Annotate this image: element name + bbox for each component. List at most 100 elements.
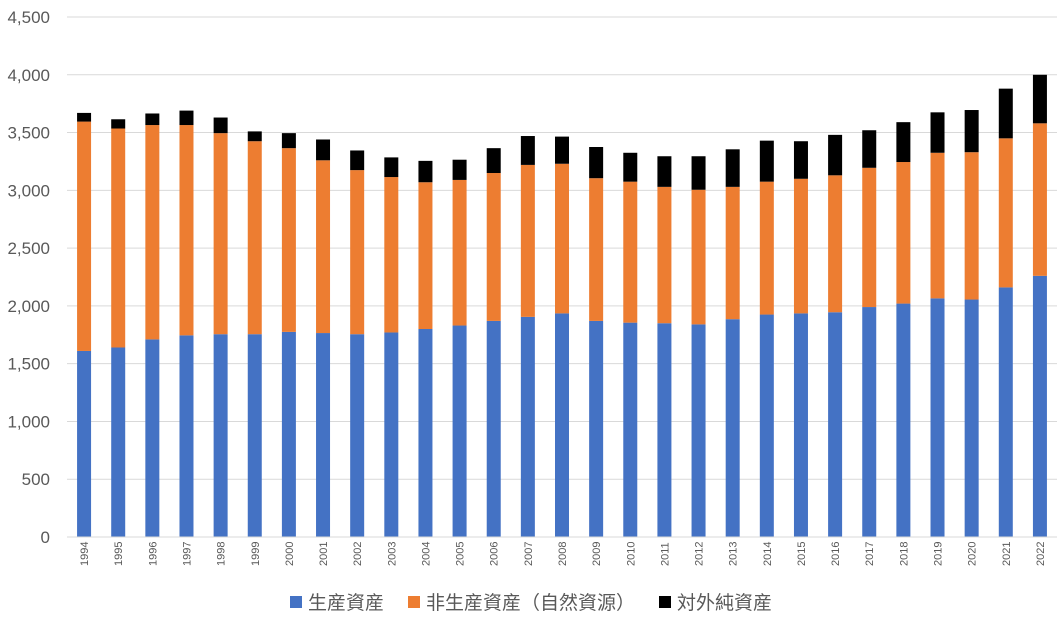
x-tick-label: 2009 (591, 542, 603, 566)
x-tick-label: 2006 (489, 542, 501, 566)
x-tick-label: 2022 (1035, 542, 1047, 566)
bar-segment-produced-2019 (930, 298, 945, 537)
bar-segment-natural-2014 (759, 181, 774, 315)
y-tick-label: 4,500 (7, 8, 50, 27)
x-tick-label: 2015 (796, 542, 808, 566)
bar-segment-natural-2005 (452, 179, 467, 326)
bar-segment-produced-2004 (418, 329, 433, 537)
bar-segment-foreign-2017 (862, 130, 877, 168)
legend-swatch (289, 595, 302, 608)
x-tick-label: 1999 (250, 542, 262, 566)
y-tick-label: 1,000 (7, 412, 50, 431)
bar-segment-foreign-2003 (384, 157, 399, 178)
bar-segment-natural-1996 (145, 125, 160, 340)
y-tick-label: 2,000 (7, 297, 50, 316)
bar-segment-produced-2017 (862, 307, 877, 537)
x-tick-label: 1997 (181, 542, 193, 566)
x-tick-label: 1994 (79, 542, 91, 566)
bar-segment-produced-2015 (793, 313, 808, 537)
bar-segment-foreign-2004 (418, 160, 433, 183)
bar-segment-produced-2013 (725, 319, 740, 537)
bar-segment-natural-2007 (520, 164, 535, 317)
bar-segment-natural-2003 (384, 177, 399, 333)
bar-segment-produced-2009 (589, 320, 604, 537)
x-tick-label: 1995 (113, 542, 125, 566)
bar-segment-produced-2003 (384, 332, 399, 537)
bar-segment-produced-1997 (179, 335, 194, 537)
bar-segment-natural-2004 (418, 182, 433, 329)
bar-segment-produced-2021 (998, 287, 1013, 537)
bar-segment-natural-2010 (623, 181, 638, 323)
bar-segment-produced-1998 (213, 334, 228, 537)
legend-swatch (407, 595, 420, 608)
x-tick-label: 2003 (386, 542, 398, 566)
y-tick-label: 500 (22, 470, 50, 489)
y-tick-label: 0 (41, 528, 50, 547)
x-tick-label: 2012 (694, 542, 706, 566)
legend-label: 非生産資産（自然資源） (425, 592, 635, 614)
bar-segment-natural-1994 (77, 121, 92, 351)
bar-segment-foreign-1995 (111, 119, 126, 129)
bar-segment-natural-2012 (691, 189, 706, 325)
bar-segment-natural-2015 (793, 178, 808, 314)
bar-segment-foreign-2008 (555, 136, 569, 164)
bar-segment-produced-2000 (281, 331, 296, 537)
bar-segment-foreign-2020 (964, 110, 979, 153)
bar-segment-produced-2005 (452, 325, 467, 537)
bar-segment-natural-2017 (862, 167, 877, 308)
x-tick-label: 2001 (318, 542, 330, 566)
bar-segment-natural-2008 (555, 163, 569, 314)
bar-segment-foreign-2000 (281, 133, 296, 149)
x-tick-label: 2004 (420, 542, 432, 566)
x-tick-label: 2011 (659, 542, 671, 566)
bars (77, 74, 1047, 537)
x-tick-label: 1998 (216, 542, 228, 566)
bar-segment-natural-1995 (111, 128, 126, 348)
bar-segment-foreign-2005 (452, 159, 467, 180)
bar-segment-foreign-2006 (486, 148, 501, 173)
bar-segment-produced-2022 (1032, 275, 1047, 537)
bar-segment-natural-1997 (179, 125, 194, 336)
bar-segment-produced-2020 (964, 299, 979, 537)
bar-segment-foreign-1998 (213, 117, 228, 134)
bar-segment-foreign-1994 (77, 112, 92, 122)
y-axis: 0 500 1,000 1,500 2,000 2,500 3,000 3,500 4,000 4… (7, 8, 50, 547)
legend-item-produced-assets: 生産資産 (289, 588, 384, 615)
bar-segment-foreign-2014 (759, 140, 774, 182)
bar-segment-natural-2022 (1032, 123, 1047, 276)
bar-segment-natural-2009 (589, 178, 604, 321)
stacked-bar-chart: 0 500 1,000 1,500 2,000 2,500 3,000 3,500 4,000 4… (7, 8, 1057, 566)
bar-segment-natural-2011 (657, 186, 672, 324)
bar-segment-foreign-2002 (350, 150, 365, 171)
y-tick-label: 2,500 (7, 239, 50, 258)
legend-label: 対外純資産 (677, 592, 773, 614)
y-tick-label: 4,000 (7, 66, 50, 85)
x-tick-label: 2014 (762, 542, 774, 566)
bar-segment-natural-2021 (998, 138, 1013, 288)
x-tick-label: 2021 (1001, 542, 1013, 566)
x-tick-label: 1996 (147, 542, 159, 566)
bar-segment-produced-1996 (145, 339, 160, 537)
bar-segment-natural-2013 (725, 186, 740, 320)
y-tick-label: 3,500 (7, 124, 50, 143)
bar-segment-produced-2001 (316, 333, 331, 537)
bar-segment-foreign-2013 (725, 149, 740, 187)
bar-segment-foreign-2015 (793, 141, 808, 179)
bar-segment-natural-2020 (964, 152, 979, 300)
x-tick-label: 2007 (523, 542, 535, 566)
bar-segment-foreign-2019 (930, 112, 945, 153)
x-tick-label: 2020 (967, 542, 979, 566)
x-axis: 1994 1995 1996 1997 1998 1999 2000 2001 2002 2003… (67, 536, 1057, 566)
bar-segment-natural-2018 (896, 162, 911, 304)
bar-segment-produced-2002 (350, 334, 365, 537)
bar-segment-natural-1999 (247, 141, 262, 335)
bar-segment-produced-1994 (77, 350, 92, 537)
y-tick-label: 3,000 (7, 181, 50, 200)
bar-segment-produced-2008 (555, 313, 569, 537)
legend-item-natural-resources: 非生産資産（自然資源） (407, 588, 635, 615)
bar-segment-produced-2010 (623, 322, 638, 537)
bar-segment-foreign-1999 (247, 131, 262, 142)
x-tick-label: 2008 (557, 542, 569, 566)
bar-segment-natural-2016 (828, 175, 843, 313)
x-tick-label: 2016 (830, 542, 842, 566)
